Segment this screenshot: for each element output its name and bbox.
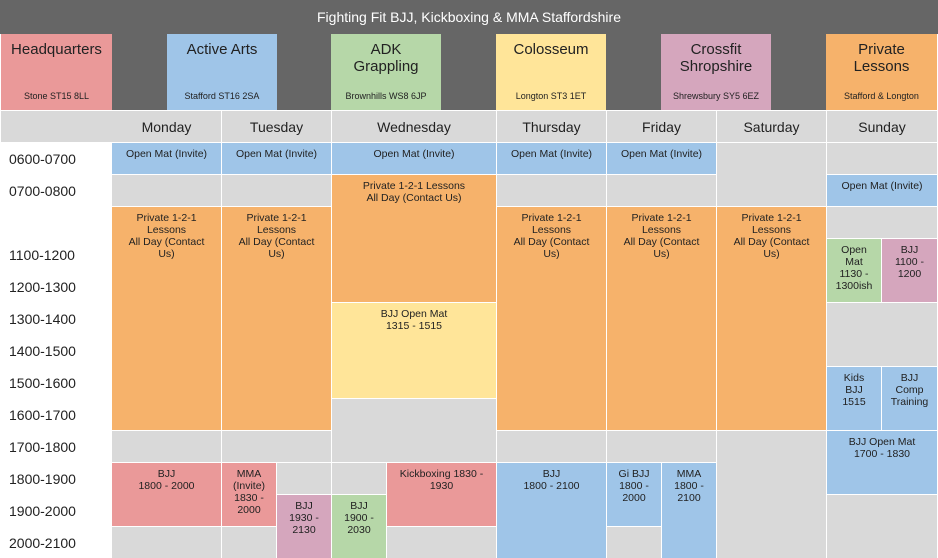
address-private-lessons: Stafford & Longton bbox=[826, 82, 937, 110]
time-label: 1500-1600 bbox=[1, 367, 111, 398]
empty-slot bbox=[717, 143, 826, 206]
address-gap bbox=[112, 82, 167, 110]
address-colosseum: Longton ST3 1ET bbox=[496, 82, 606, 110]
time-label: 1900-2000 bbox=[1, 495, 111, 526]
address-active-arts: Stafford ST16 2SA bbox=[167, 82, 277, 110]
time-label: 0600-0700 bbox=[1, 143, 111, 174]
empty-slot bbox=[607, 527, 661, 558]
event-bjj-midday[interactable]: BJJ 1100 - 1200 bbox=[882, 239, 937, 302]
header-gap bbox=[277, 34, 331, 82]
header-gap bbox=[771, 34, 826, 82]
location-crossfit-shropshire: Crossfit Shropshire bbox=[661, 34, 771, 82]
address-gap bbox=[277, 82, 331, 110]
time-label: 1300-1400 bbox=[1, 303, 111, 334]
header-gap bbox=[441, 34, 496, 82]
day-header-friday: Friday bbox=[607, 111, 716, 142]
empty-slot bbox=[222, 527, 276, 558]
empty-slot bbox=[112, 175, 221, 206]
day-header-corner bbox=[1, 111, 112, 142]
location-adk-grappling: ADK Grappling bbox=[331, 34, 441, 82]
empty-slot bbox=[497, 175, 606, 206]
empty-slot bbox=[332, 463, 386, 494]
event-bjj[interactable]: BJJ 1900 - 2030 bbox=[332, 495, 386, 558]
event-mma[interactable]: MMA 1800 - 2100 bbox=[662, 463, 716, 558]
empty-slot bbox=[277, 463, 331, 494]
event-private-lessons[interactable]: Private 1-2-1 Lessons All Day (Contact U… bbox=[222, 207, 331, 430]
empty-slot bbox=[222, 431, 331, 462]
timetable-title: Fighting Fit BJJ, Kickboxing & MMA Staff… bbox=[0, 0, 938, 34]
location-active-arts: Active Arts bbox=[167, 34, 277, 82]
time-label: 1100-1200 bbox=[1, 239, 111, 270]
header-gap bbox=[112, 34, 167, 82]
address-gap bbox=[771, 82, 826, 110]
empty-slot bbox=[827, 143, 937, 174]
event-open-mat-midday[interactable]: Open Mat 1130 - 1300ish bbox=[827, 239, 881, 302]
address-crossfit-shropshire: Shrewsbury SY5 6EZ bbox=[661, 82, 771, 110]
event-bjj[interactable]: BJJ 1930 - 2130 bbox=[277, 495, 331, 558]
empty-slot bbox=[607, 175, 716, 206]
address-headquarters: Stone ST15 8LL bbox=[1, 82, 112, 110]
time-label bbox=[1, 207, 111, 238]
address-adk-grappling: Brownhills WS8 6JP bbox=[331, 82, 441, 110]
event-kids-bjj[interactable]: Kids BJJ 1515 bbox=[827, 367, 881, 430]
empty-slot bbox=[607, 431, 716, 462]
empty-slot bbox=[112, 431, 221, 462]
time-label: 0700-0800 bbox=[1, 175, 111, 206]
location-private-lessons: Private Lessons bbox=[826, 34, 937, 82]
event-open-mat[interactable]: Open Mat (Invite) bbox=[112, 143, 221, 174]
event-open-mat[interactable]: Open Mat (Invite) bbox=[827, 175, 937, 206]
time-label: 2000-2100 bbox=[1, 527, 111, 558]
header-gap bbox=[606, 34, 661, 82]
empty-slot bbox=[497, 431, 606, 462]
event-bjj-open-mat[interactable]: BJJ Open Mat 1315 - 1515 bbox=[332, 303, 496, 398]
day-header-saturday: Saturday bbox=[717, 111, 826, 142]
time-label: 1600-1700 bbox=[1, 399, 111, 430]
event-open-mat[interactable]: Open Mat (Invite) bbox=[497, 143, 606, 174]
event-bjj[interactable]: BJJ 1800 - 2000 bbox=[112, 463, 221, 526]
time-label: 1700-1800 bbox=[1, 431, 111, 462]
day-header-tuesday: Tuesday bbox=[222, 111, 331, 142]
event-open-mat[interactable]: Open Mat (Invite) bbox=[222, 143, 331, 174]
address-gap bbox=[441, 82, 496, 110]
empty-slot bbox=[222, 175, 331, 206]
time-label: 1200-1300 bbox=[1, 271, 111, 302]
event-open-mat[interactable]: Open Mat (Invite) bbox=[607, 143, 716, 174]
event-open-mat[interactable]: Open Mat (Invite) bbox=[332, 143, 496, 174]
day-header-monday: Monday bbox=[112, 111, 221, 142]
empty-slot bbox=[332, 399, 496, 462]
empty-slot bbox=[387, 527, 496, 558]
empty-slot bbox=[717, 431, 826, 558]
event-private-lessons[interactable]: Private 1-2-1 Lessons All Day (Contact U… bbox=[497, 207, 606, 430]
address-gap bbox=[606, 82, 661, 110]
empty-slot bbox=[112, 527, 221, 558]
time-label: 1800-1900 bbox=[1, 463, 111, 494]
event-private-lessons[interactable]: Private 1-2-1 Lessons All Day (Contact U… bbox=[112, 207, 221, 430]
location-headquarters: Headquarters bbox=[1, 34, 112, 82]
location-colosseum: Colosseum bbox=[496, 34, 606, 82]
empty-slot bbox=[827, 303, 937, 366]
event-bjj-open-mat-evening[interactable]: BJJ Open Mat 1700 - 1830 bbox=[827, 431, 937, 494]
day-header-sunday: Sunday bbox=[827, 111, 937, 142]
event-private-lessons[interactable]: Private 1-2-1 Lessons All Day (Contact U… bbox=[332, 175, 496, 302]
event-bjj-comp-training[interactable]: BJJ Comp Training bbox=[882, 367, 937, 430]
day-header-wednesday: Wednesday bbox=[332, 111, 496, 142]
event-gi-bjj[interactable]: Gi BJJ 1800 - 2000 bbox=[607, 463, 661, 526]
day-header-thursday: Thursday bbox=[497, 111, 606, 142]
event-bjj[interactable]: BJJ 1800 - 2100 bbox=[497, 463, 606, 558]
event-private-lessons[interactable]: Private 1-2-1 Lessons All Day (Contact U… bbox=[717, 207, 826, 430]
event-kickboxing[interactable]: Kickboxing 1830 - 1930 bbox=[387, 463, 496, 526]
time-label: 1400-1500 bbox=[1, 335, 111, 366]
empty-slot bbox=[827, 495, 937, 558]
empty-slot bbox=[827, 207, 937, 238]
event-private-lessons[interactable]: Private 1-2-1 Lessons All Day (Contact U… bbox=[607, 207, 716, 430]
event-mma[interactable]: MMA (Invite) 1830 - 2000 bbox=[222, 463, 276, 526]
